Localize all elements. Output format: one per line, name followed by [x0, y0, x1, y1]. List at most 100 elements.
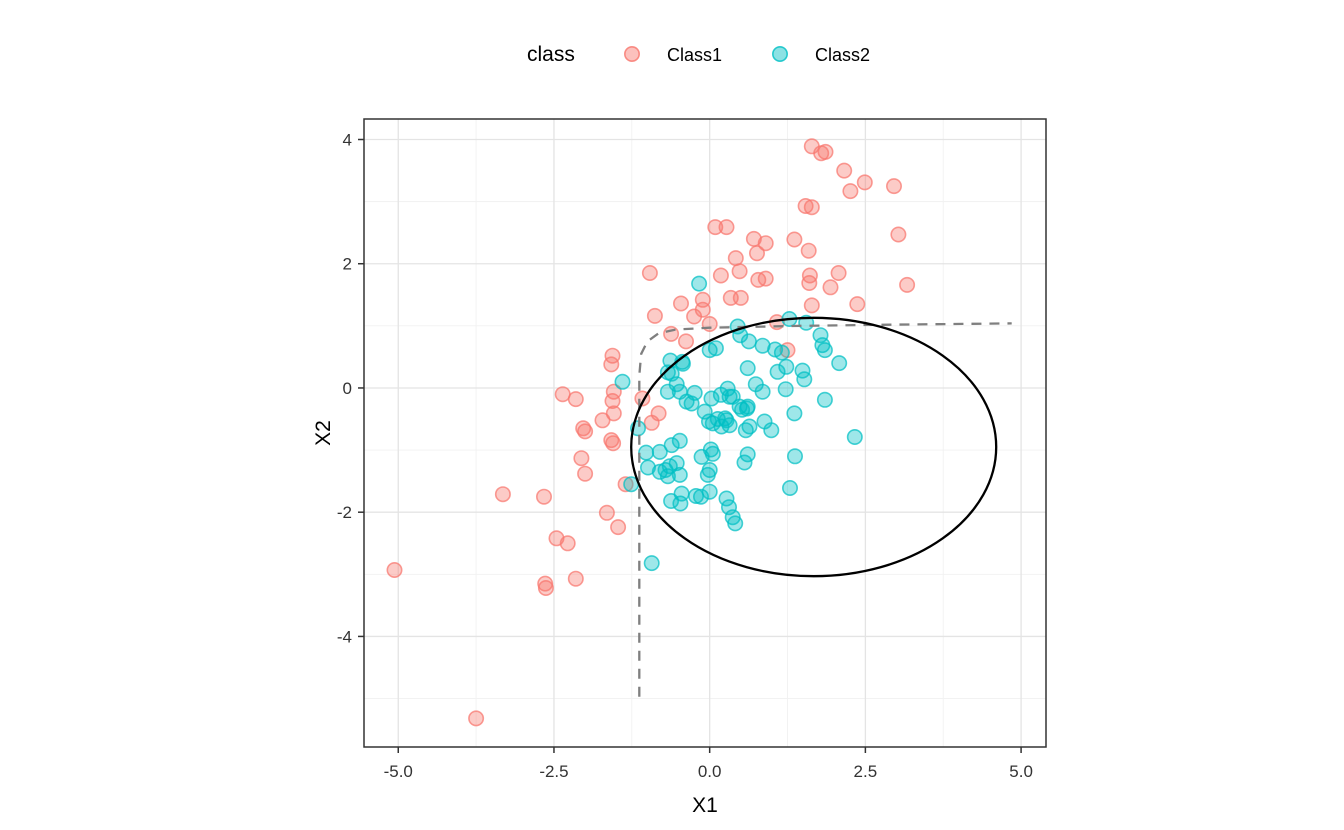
data-point-class2: [739, 446, 756, 463]
data-point-class1: [468, 710, 485, 727]
data-point-class1: [803, 199, 820, 216]
data-point-class1: [610, 519, 627, 536]
data-point-class2: [663, 492, 680, 509]
data-point-class1: [386, 561, 403, 578]
data-point-class2: [687, 487, 704, 504]
dashed-decision-boundary: [638, 322, 1012, 697]
legend-key-class2-icon: [771, 45, 788, 62]
y-tick-label: 2: [343, 255, 352, 274]
data-point-class2: [671, 466, 688, 483]
data-point-class1: [598, 504, 615, 521]
data-point-class1: [535, 488, 552, 505]
data-point-class1: [641, 264, 658, 281]
data-point-class2: [713, 418, 730, 435]
data-point-class2: [736, 454, 753, 471]
data-point-class1: [604, 392, 621, 409]
data-point-class1: [890, 226, 907, 243]
points-layer: [386, 138, 916, 727]
data-point-class2: [693, 448, 710, 465]
data-point-class1: [694, 301, 711, 318]
data-point-class2: [786, 448, 803, 465]
data-point-class1: [757, 235, 774, 252]
data-point-class1: [617, 476, 634, 493]
data-point-class2: [683, 395, 700, 412]
data-point-class2: [703, 390, 720, 407]
data-point-class2: [727, 515, 744, 532]
data-point-class1: [718, 219, 735, 236]
data-point-class1: [577, 465, 594, 482]
data-point-class2: [740, 333, 757, 350]
data-point-class2: [696, 403, 713, 420]
data-point-class1: [567, 570, 584, 587]
data-point-class2: [651, 443, 668, 460]
classifier-ellipse: [630, 316, 998, 578]
data-point-class2: [737, 422, 754, 439]
data-point-class1: [672, 295, 689, 312]
data-point-class1: [603, 356, 620, 373]
series-class2: [614, 275, 863, 572]
data-point-class1: [757, 270, 774, 287]
data-point-class1: [817, 143, 834, 160]
data-point-class1: [836, 162, 853, 179]
legend-label-class1: Class1: [667, 45, 722, 65]
data-point-class2: [816, 342, 833, 359]
data-point-class2: [639, 459, 656, 476]
y-tick-label: -4: [337, 627, 352, 646]
data-point-class2: [734, 401, 751, 418]
data-point-class2: [786, 405, 803, 422]
panel-border: [363, 118, 1047, 748]
x-axis-title: X1: [692, 794, 718, 817]
data-point-class1: [830, 264, 847, 281]
x-tick-label: -5.0: [384, 762, 413, 781]
data-point-class1: [605, 405, 622, 422]
y-tick-label: 4: [343, 130, 352, 149]
data-point-class1: [856, 174, 873, 191]
data-point-class2: [781, 479, 798, 496]
data-point-class1: [731, 263, 748, 280]
data-point-class1: [786, 231, 803, 248]
data-point-class2: [704, 415, 721, 432]
data-point-class2: [778, 358, 795, 375]
data-point-class1: [899, 276, 916, 293]
legend: class Class1 Class2: [527, 43, 870, 66]
data-point-class1: [801, 274, 818, 291]
data-point-class2: [614, 373, 631, 390]
data-point-class2: [699, 466, 716, 483]
data-point-class1: [849, 296, 866, 313]
data-point-class1: [885, 178, 902, 195]
data-point-class1: [643, 414, 660, 431]
data-point-class2: [651, 463, 668, 480]
data-point-class2: [659, 383, 676, 400]
legend-title: class: [527, 43, 575, 66]
grid-layer: [364, 119, 1046, 747]
x-tick-label: -2.5: [539, 762, 568, 781]
data-point-class2: [663, 437, 680, 454]
data-point-class2: [707, 340, 724, 357]
legend-label-class2: Class2: [815, 45, 870, 65]
data-point-class1: [663, 325, 680, 342]
data-point-class1: [594, 412, 611, 429]
data-point-class1: [797, 198, 814, 215]
data-point-class1: [559, 535, 576, 552]
series-class1: [386, 138, 916, 727]
data-point-class2: [643, 555, 660, 572]
data-point-class2: [796, 371, 813, 388]
data-point-class2: [692, 488, 709, 505]
data-point-class1: [494, 486, 511, 503]
data-point-class1: [800, 242, 817, 259]
y-axis-title: X2: [312, 420, 335, 446]
data-point-class2: [638, 444, 655, 461]
data-point-class2: [777, 381, 794, 398]
data-point-class2: [671, 432, 688, 449]
data-point-class2: [691, 275, 708, 292]
y-tick-label: -2: [337, 503, 352, 522]
data-point-class1: [537, 579, 554, 596]
data-point-class2: [659, 468, 676, 485]
data-point-class1: [748, 245, 765, 262]
data-point-class2: [672, 495, 689, 512]
data-point-class1: [803, 297, 820, 314]
panel-background: [364, 119, 1046, 747]
data-point-class1: [842, 183, 859, 200]
